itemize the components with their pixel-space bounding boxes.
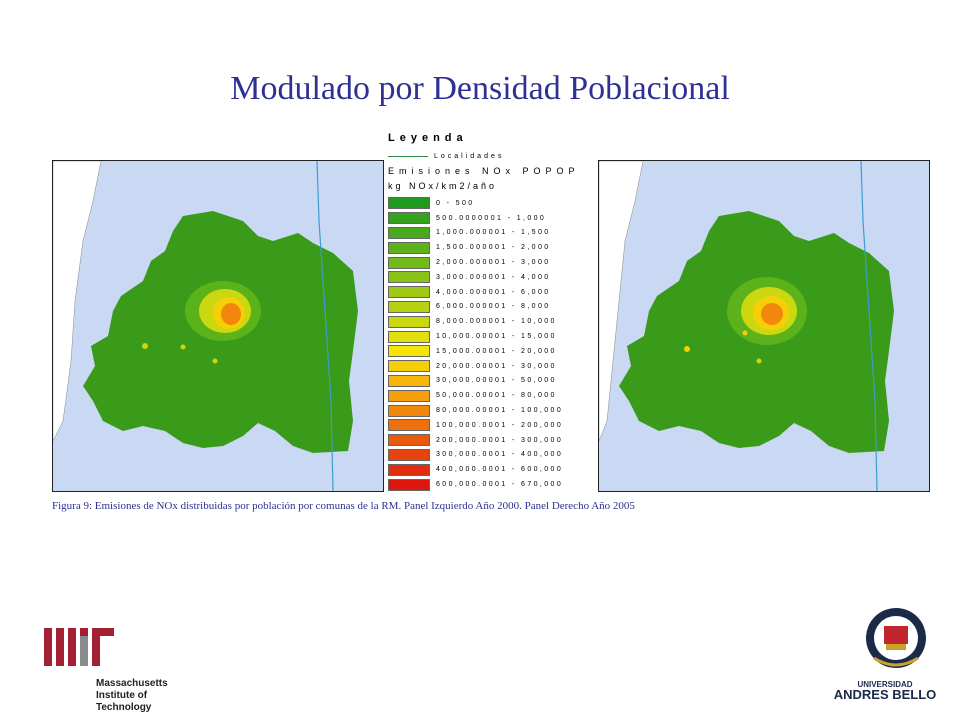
legend-swatch: [388, 345, 430, 358]
urban-core: [221, 303, 241, 325]
legend-class-row: 400,000.0001 - 600,000: [388, 462, 563, 477]
legend-class-label: 3,000.000001 - 4,000: [436, 273, 551, 281]
legend-class-label: 20,000.00001 - 30,000: [436, 362, 557, 370]
map-2000-svg: [53, 161, 383, 491]
legend-swatch: [388, 241, 430, 254]
legend-class-row: 200,000.0001 - 300,000: [388, 433, 563, 448]
legend-swatch: [388, 419, 430, 432]
boundary-line: [316, 161, 334, 491]
mit-line-2: Institute of: [96, 690, 148, 701]
legend-swatch: [388, 434, 430, 447]
legend-class-label: 30,000.00001 - 50,000: [436, 377, 557, 385]
legend-swatch: [388, 463, 430, 476]
legend-swatch: [388, 256, 430, 269]
legend-swatch: [388, 330, 430, 343]
legend-swatch: [388, 226, 430, 239]
legend-class-row: 1,000.000001 - 1,500: [388, 226, 563, 241]
town-spot: [212, 358, 218, 364]
legend-class-label: 6,000.000001 - 8,000: [436, 303, 551, 311]
town-spot: [684, 346, 690, 352]
legend-class-row: 50,000.00001 - 80,000: [388, 388, 563, 403]
legend-swatch: [388, 286, 430, 299]
legend-class-row: 0 - 500: [388, 196, 563, 211]
boundary-line: [860, 161, 878, 491]
legend-class-row: 300,000.0001 - 400,000: [388, 448, 563, 463]
map-legend: Leyenda Localidades Emisiones NOx POPOP …: [386, 130, 598, 492]
legend-class-label: 300,000.0001 - 400,000: [436, 451, 564, 459]
localidades-line-swatch: [388, 155, 428, 157]
figure-caption: Figura 9: Emisiones de NOx distribuidas …: [52, 500, 635, 512]
unab-line-1: UNIVERSIDAD: [857, 680, 913, 689]
legend-classes: 0 - 500 500.0000001 - 1,000 1,000.000001 -…: [388, 196, 563, 492]
legend-swatch: [388, 315, 430, 328]
coastline-land: [599, 161, 644, 442]
legend-class-label: 600,000.0001 - 670,000: [436, 481, 564, 489]
legend-class-row: 3,000.000001 - 4,000: [388, 270, 563, 285]
legend-layer-name: Emisiones NOx POPOP: [388, 166, 580, 176]
mit-logo-icon: [44, 628, 114, 666]
mit-wordmark: Massachusetts Institute of Technology: [96, 678, 168, 714]
legend-class-row: 4,000.000001 - 6,000: [388, 285, 563, 300]
legend-swatch: [388, 374, 430, 387]
legend-class-row: 8,000.000001 - 10,000: [388, 314, 563, 329]
legend-class-label: 8,000.000001 - 10,000: [436, 318, 557, 326]
map-2005-svg: [599, 161, 929, 491]
legend-class-row: 15,000.00001 - 20,000: [388, 344, 563, 359]
legend-class-label: 400,000.0001 - 600,000: [436, 466, 564, 474]
legend-class-label: 4,000.000001 - 6,000: [436, 288, 551, 296]
legend-swatch: [388, 271, 430, 284]
legend-class-row: 6,000.000001 - 8,000: [388, 300, 563, 315]
legend-class-label: 2,000.000001 - 3,000: [436, 259, 551, 267]
map-panel-2000: [52, 160, 384, 492]
legend-class-row: 80,000.00001 - 100,000: [388, 403, 563, 418]
legend-class-label: 15,000.00001 - 20,000: [436, 347, 557, 355]
legend-class-label: 10,000.00001 - 15,000: [436, 333, 557, 341]
slide-title: Modulado por Densidad Poblacional: [230, 70, 730, 107]
legend-class-row: 10,000.00001 - 15,000: [388, 329, 563, 344]
legend-class-label: 1,000.000001 - 1,500: [436, 229, 551, 237]
legend-swatch: [388, 448, 430, 461]
legend-swatch: [388, 300, 430, 313]
legend-swatch: [388, 197, 430, 210]
town-spot: [742, 330, 748, 336]
legend-swatch: [388, 212, 430, 225]
localidades-label: Localidades: [434, 152, 505, 160]
legend-units: kg NOx/km2/año: [388, 181, 498, 191]
town-spot: [142, 343, 148, 349]
legend-swatch: [388, 360, 430, 373]
legend-class-row: 600,000.0001 - 670,000: [388, 477, 563, 492]
legend-class-label: 0 - 500: [436, 199, 475, 207]
mit-line-3: Technology: [96, 702, 152, 713]
legend-class-label: 200,000.0001 - 300,000: [436, 436, 564, 444]
urban-core: [761, 303, 783, 325]
legend-class-row: 20,000.00001 - 30,000: [388, 359, 563, 374]
legend-swatch: [388, 478, 430, 491]
legend-class-row: 30,000.00001 - 50,000: [388, 374, 563, 389]
legend-localidades: Localidades: [388, 150, 504, 162]
mit-line-1: Massachusetts: [96, 678, 168, 689]
legend-swatch: [388, 389, 430, 402]
legend-class-row: 500.0000001 - 1,000: [388, 211, 563, 226]
legend-class-label: 100,000.0001 - 200,000: [436, 421, 564, 429]
town-spot: [756, 358, 762, 364]
coastline-land: [53, 161, 102, 442]
legend-class-row: 1,500.000001 - 2,000: [388, 240, 563, 255]
map-panel-2005: [598, 160, 930, 492]
town-spot: [180, 344, 186, 350]
legend-title: Leyenda: [388, 132, 468, 144]
legend-class-label: 80,000.00001 - 100,000: [436, 407, 564, 415]
legend-class-label: 50,000.00001 - 80,000: [436, 392, 557, 400]
unab-seal-icon: [866, 608, 926, 668]
legend-class-label: 1,500.000001 - 2,000: [436, 244, 551, 252]
legend-class-row: 2,000.000001 - 3,000: [388, 255, 563, 270]
legend-swatch: [388, 404, 430, 417]
unab-line-2: ANDRES BELLO: [833, 687, 937, 702]
legend-class-row: 100,000.0001 - 200,000: [388, 418, 563, 433]
legend-class-label: 500.0000001 - 1,000: [436, 214, 547, 222]
